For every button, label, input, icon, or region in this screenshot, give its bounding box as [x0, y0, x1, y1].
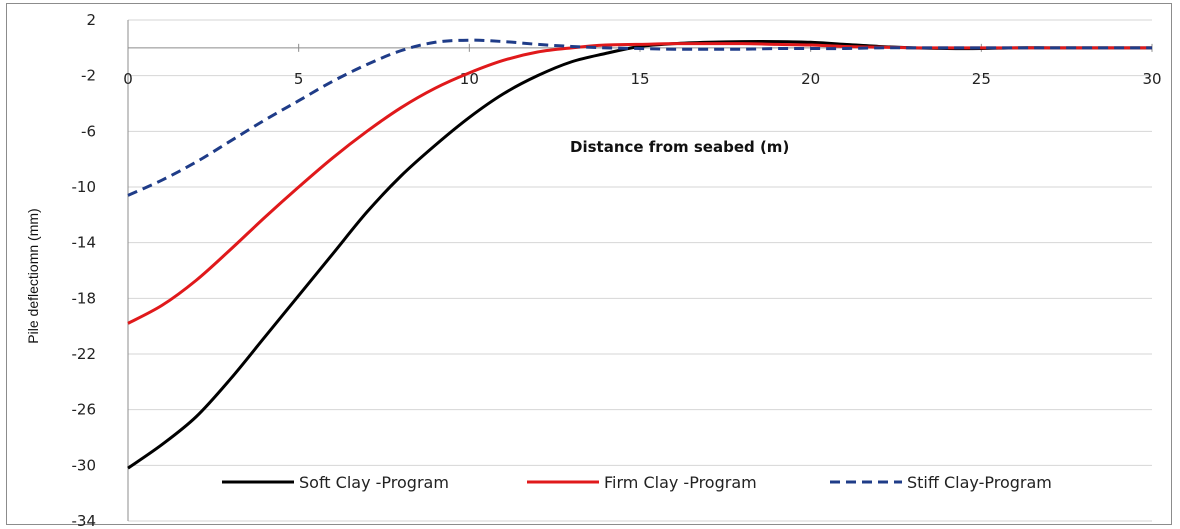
y-tick-label: -10 [72, 178, 97, 196]
series-line-stiff-clay-program [127, 38, 1152, 197]
y-tick-label: -22 [72, 345, 97, 363]
x-tick-label: 5 [294, 70, 304, 88]
y-tick-label: -34 [72, 512, 97, 529]
series-lines [127, 38, 1152, 470]
chart-frame [6, 3, 1172, 525]
y-tick-label: -14 [72, 234, 97, 252]
x-axis-title: Distance from seabed (m) [570, 138, 789, 156]
series-line-soft-clay-program [127, 39, 1152, 470]
y-tick-label: -26 [72, 401, 97, 419]
gridlines [128, 19, 1152, 522]
legend: Soft Clay -Program Firm Clay -Program Stif… [222, 473, 1052, 492]
y-tick-label: -30 [72, 456, 97, 474]
y-tick-label: -18 [72, 289, 97, 307]
x-tick-label: 20 [801, 70, 820, 88]
x-tick-label: 30 [1142, 70, 1161, 88]
legend-label-soft-clay-program: Soft Clay -Program [299, 473, 449, 492]
legend-label-stiff-clay-program: Stiff Clay-Program [907, 473, 1052, 492]
tick-labels: 2-2-6-10-14-18-22-26-30-340 5 10 15 20 25 30 [72, 11, 1162, 529]
x-tick-label: 0 [123, 70, 133, 88]
y-axis-title: Pile deflectiomn (mm) [25, 208, 41, 343]
y-tick-label: 2 [86, 11, 96, 29]
legend-label-firm-clay-program: Firm Clay -Program [604, 473, 757, 492]
axes [127, 20, 1153, 521]
x-tick-label: 15 [630, 70, 649, 88]
series-line-firm-clay-program [127, 42, 1152, 325]
y-tick-label: -2 [81, 67, 96, 85]
y-tick-label: -6 [81, 122, 96, 140]
x-tick-label: 25 [972, 70, 991, 88]
